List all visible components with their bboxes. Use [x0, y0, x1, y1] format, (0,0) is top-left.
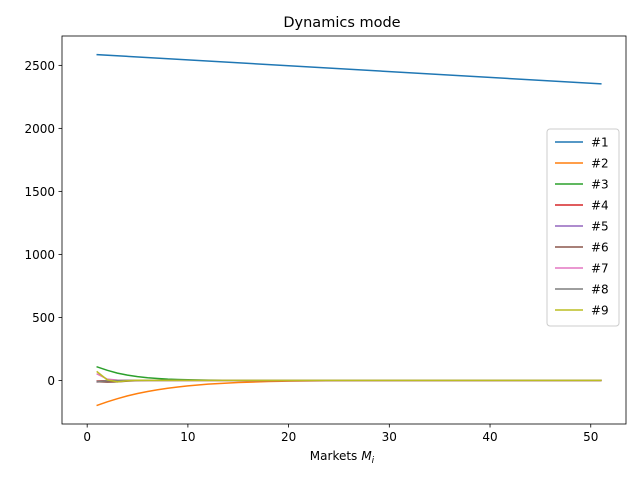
y-tick-label: 2000: [24, 122, 55, 136]
legend-label-3: #3: [591, 178, 609, 192]
series-line-1: [96, 53, 602, 85]
x-tick-label: 10: [180, 430, 195, 444]
legend-label-6: #6: [591, 241, 609, 255]
legend-label-1: #1: [591, 136, 609, 150]
x-axis-label-math: M: [361, 449, 372, 463]
x-axis-label-text: Markets: [310, 449, 358, 463]
legend-label-7: #7: [591, 262, 609, 276]
y-tick-label: 1500: [24, 185, 55, 199]
y-tick-label: 1000: [24, 248, 55, 262]
x-tick-label: 50: [583, 430, 598, 444]
x-tick-label: 20: [281, 430, 296, 444]
legend-box: [546, 128, 620, 327]
plot-area: [96, 53, 602, 407]
y-tick-label: 2500: [24, 59, 55, 73]
x-axis-label: Markets Mi: [310, 449, 375, 466]
x-axis-label-subscript: i: [372, 456, 375, 466]
y-tick-label: 500: [32, 311, 55, 325]
legend-label-4: #4: [591, 199, 609, 213]
x-tick-label: 40: [482, 430, 497, 444]
y-tick-label: 0: [47, 374, 55, 388]
legend: #1 #2 #3 #4 #5 #6 #7 #8 #9: [546, 128, 620, 327]
legend-label-9: #9: [591, 304, 609, 318]
series-line-9: [96, 370, 602, 383]
x-tick-label: 30: [382, 430, 397, 444]
legend-label-8: #8: [591, 283, 609, 297]
legend-label-5: #5: [591, 220, 609, 234]
x-tick-label: 0: [83, 430, 91, 444]
chart-title: Dynamics mode: [283, 15, 400, 31]
axes-frame: [61, 35, 627, 425]
legend-label-2: #2: [591, 157, 609, 171]
